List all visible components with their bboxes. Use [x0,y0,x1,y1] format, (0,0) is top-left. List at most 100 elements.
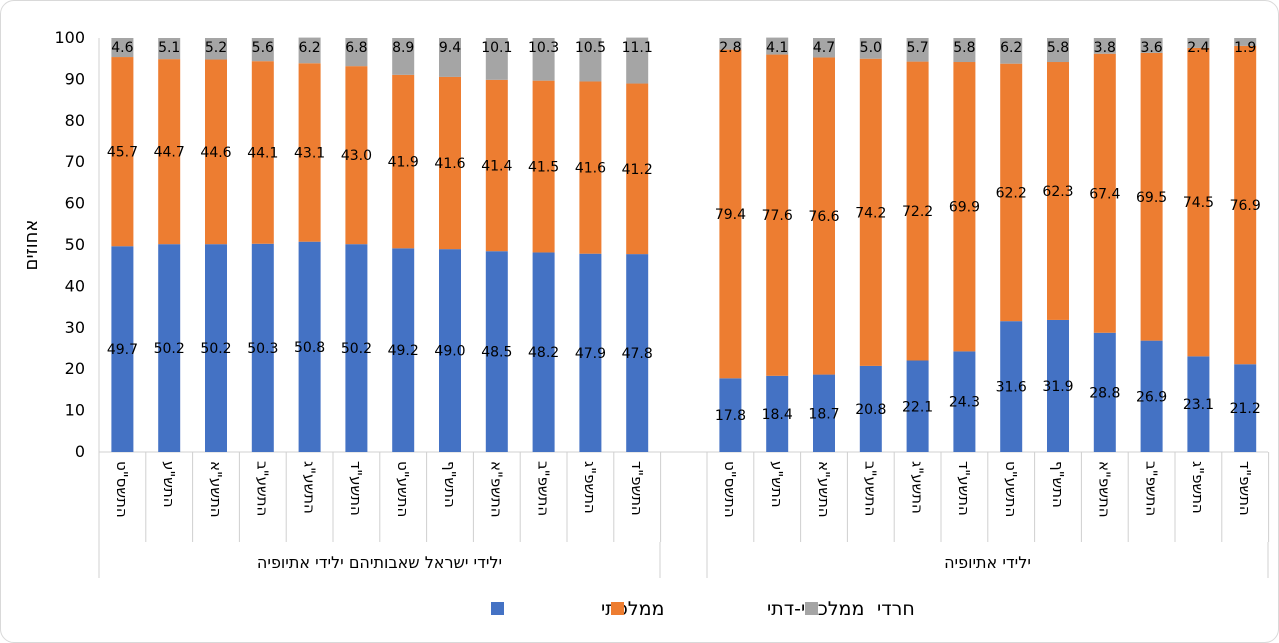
data-label-haredi: 3.6 [1140,40,1162,56]
bar-segment-dati [345,66,368,245]
category-label: התשפ"ג [581,461,599,514]
bar-segment-haredi [1234,38,1257,46]
bar-segment-dati [953,62,976,352]
bar-segment-haredi [439,38,461,77]
data-label-mamlachti: 49.7 [107,342,138,358]
category-label: התשע"ד [955,461,973,516]
bar-segment-dati [392,74,415,249]
data-label-mamlachti: 18.7 [808,406,839,422]
group-label: ילידי ישראל שאבותיהם ילידי אתיופיה [257,553,502,572]
data-label-dati: 41.5 [528,160,559,176]
category-label: התשע"ג [908,461,926,514]
data-label-haredi: 5.1 [158,40,180,56]
bar-segment-haredi [1093,38,1116,54]
bar-segment-dati [813,57,835,375]
data-label-dati: 41.6 [575,161,606,177]
data-label-haredi: 5.2 [205,40,227,56]
bar-segment-mamlachti [1047,319,1069,452]
data-label-mamlachti: 50.2 [341,341,372,357]
y-tick-label: 20 [65,359,85,378]
data-label-haredi: 1.9 [1234,40,1256,56]
data-label-mamlachti: 31.9 [1042,379,1073,395]
data-label-mamlachti: 50.3 [247,341,278,357]
data-label-mamlachti: 26.9 [1136,389,1167,405]
bar-segment-haredi [719,38,742,50]
category-label: התש"ע [160,461,178,508]
y-tick-label: 80 [65,111,85,130]
data-label-dati: 76.9 [1230,198,1261,214]
category-label: התשע"ט [394,461,412,517]
bar-segment-haredi [205,38,227,60]
bar-segment-mamlachti [111,246,134,452]
category-label: התש"ף [1049,461,1067,508]
category-label: התשס"ט [113,461,131,518]
data-label-mamlachti: 49.0 [434,344,465,360]
data-label-haredi: 3.8 [1094,40,1116,56]
data-label-haredi: 4.6 [111,40,133,56]
data-label-dati: 41.6 [434,156,465,172]
data-label-haredi: 5.8 [953,40,975,56]
data-label-haredi: 6.2 [1000,40,1022,56]
data-label-haredi: 5.7 [906,40,928,56]
data-label-dati: 41.9 [388,155,419,171]
data-label-haredi: 2.8 [719,40,741,56]
data-label-haredi: 10.5 [575,40,606,56]
bar-segment-dati [579,81,602,254]
bar-segment-mamlachti [1187,356,1210,452]
data-label-dati: 74.2 [855,205,886,221]
bar-segment-dati [532,80,555,253]
bar-segment-haredi [1000,38,1023,64]
bar-segment-haredi [579,38,602,82]
data-label-haredi: 6.2 [298,40,320,56]
y-tick-label: 40 [65,276,85,295]
y-tick-label: 60 [65,194,85,213]
bar-segment-haredi [485,38,508,80]
y-tick-label: 70 [65,152,85,171]
data-label-dati: 74.5 [1183,195,1214,211]
bar-segment-haredi [626,37,649,84]
category-label: התשס"ט [721,461,739,518]
bar-segment-haredi [813,38,835,58]
bar-segment-mamlachti [766,375,789,452]
data-label-haredi: 9.4 [439,40,461,56]
legend-label-mamlachti: ממלכתי [601,598,664,620]
data-label-dati: 69.9 [949,200,980,216]
data-label-dati: 67.4 [1089,186,1120,202]
bar-segment-dati [111,57,134,247]
bar-segment-mamlachti [1234,364,1257,452]
data-label-haredi: 4.7 [813,40,835,56]
bar-segment-dati [158,59,181,245]
bar-segment-haredi [298,37,321,64]
data-label-haredi: 10.1 [481,40,512,56]
data-label-mamlachti: 18.4 [762,407,793,423]
bar-segment-mamlachti [906,360,929,452]
data-label-dati: 43.0 [341,148,372,164]
category-label: התשפ"ג [1189,461,1207,514]
bar-segment-dati [859,58,882,366]
data-label-dati: 79.4 [715,207,746,223]
bar-segment-mamlachti [532,252,555,452]
bar-segment-mamlachti [953,351,976,452]
data-label-dati: 77.6 [762,208,793,224]
bar-segment-dati [439,76,461,250]
legend-swatch-dati [611,602,624,615]
data-label-dati: 44.6 [200,145,231,161]
category-label: התשע"א [207,461,225,518]
data-label-mamlachti: 21.2 [1230,401,1261,417]
bar-segment-haredi [1140,38,1163,53]
bar-segment-haredi [158,38,181,60]
data-label-dati: 41.2 [622,162,653,178]
bar-segment-dati [766,54,789,376]
y-tick-label: 30 [65,318,85,337]
y-tick-label: 100 [54,28,85,47]
category-label: התשע"ב [254,461,272,516]
bar-segment-mamlachti [205,244,227,452]
bar-segment-mamlachti [859,365,882,452]
bar-segment-haredi [953,38,976,63]
category-label: התשע"ד [347,461,365,516]
category-label: התשפ"ב [1142,461,1160,516]
category-label: התשפ"א [488,461,506,518]
data-label-mamlachti: 50.2 [200,341,231,357]
data-label-haredi: 6.8 [345,40,367,56]
data-label-mamlachti: 23.1 [1183,397,1214,413]
